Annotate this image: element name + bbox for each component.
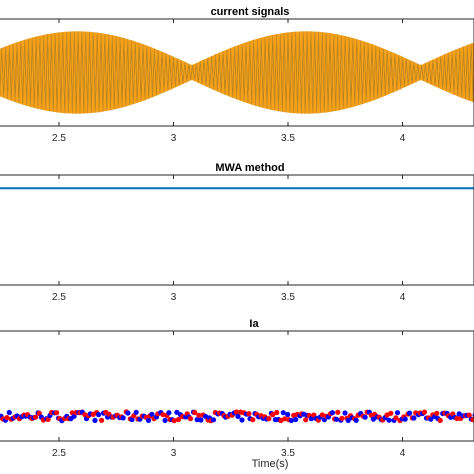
ia-point-red (470, 417, 474, 423)
x-axis-ticks: 2.5 3 3.5 4 (52, 331, 406, 459)
x-axis-label: Time(s) (252, 458, 289, 470)
ia-point-red (454, 415, 460, 422)
ia-point-blue (239, 417, 245, 423)
ia-point-blue (329, 410, 335, 416)
ia-point-blue (198, 417, 204, 423)
ia-point-red (160, 412, 166, 418)
ia-point-red (192, 409, 198, 416)
panel-mwa-method: MWA method 2.5 3 3.5 4 (0, 162, 474, 303)
ia-point-blue (428, 416, 434, 422)
x-tick-label: 4 (400, 448, 406, 459)
ia-point-blue (280, 410, 286, 416)
panel-title: MWA method (215, 162, 284, 174)
ia-point-blue (149, 411, 155, 417)
ia-point-blue (133, 409, 139, 415)
ia-point-red (196, 412, 202, 418)
ia-point-red (434, 410, 440, 416)
ia-point-red (54, 410, 60, 416)
ia-point-blue (120, 415, 126, 421)
ia-point-red (4, 415, 10, 421)
plot-area (0, 31, 474, 114)
ia-point-blue (125, 410, 131, 416)
axes-frame (0, 174, 474, 286)
ia-point-red (388, 410, 394, 416)
ia-point-red (335, 409, 341, 415)
ia-point-blue (345, 417, 351, 423)
ia-point-blue (285, 411, 291, 418)
ia-point-red (437, 417, 443, 423)
ia-point-red (250, 417, 256, 423)
x-tick-label: 2.5 (52, 448, 66, 459)
ia-point-red (187, 416, 194, 422)
ia-point-red (421, 409, 428, 415)
ia-point-red (466, 412, 472, 418)
ia-point-blue (162, 417, 168, 423)
ia-point-blue (386, 417, 392, 423)
panel-current-signals: current signals 2.5 3 3.5 4 (0, 6, 474, 144)
axes-frame (0, 18, 474, 127)
ia-point-blue (370, 416, 376, 422)
ia-point-red (266, 416, 272, 422)
ia-point-blue (235, 413, 241, 419)
ia-point-blue (342, 410, 348, 416)
ia-point-blue (402, 416, 408, 422)
ia-point-blue (411, 415, 417, 421)
ia-point-red (274, 409, 280, 416)
signal-line-highlight (0, 31, 474, 114)
ia-point-blue (407, 410, 413, 416)
ia-point-blue (456, 411, 462, 417)
ia-point-blue (293, 416, 299, 423)
ia-point-blue (6, 409, 12, 416)
ia-point-red (282, 416, 288, 422)
x-tick-label: 3.5 (281, 448, 295, 459)
x-tick-label: 4 (400, 292, 406, 303)
ia-point-blue (92, 417, 98, 423)
ia-point-red (171, 418, 177, 424)
ia-point-blue (145, 417, 152, 423)
x-tick-label: 3.5 (281, 133, 295, 144)
x-axis-ticks: 2.5 3 3.5 4 (52, 175, 406, 303)
panel-ia: Ia 2.5 3 3.5 4 Time(s) (0, 318, 474, 470)
x-tick-label: 2.5 (52, 133, 66, 144)
ia-point-red (175, 416, 181, 423)
ia-point-blue (353, 417, 359, 423)
x-tick-label: 4 (400, 133, 406, 144)
panel-title: Ia (249, 318, 259, 330)
x-tick-label: 3 (171, 133, 177, 144)
axes-frame (0, 330, 474, 442)
x-tick-label: 3.5 (281, 292, 295, 303)
ia-point-red (339, 415, 345, 421)
ia-point-red (319, 412, 325, 418)
ia-point-red (99, 417, 105, 423)
ia-point-blue (210, 417, 217, 423)
x-tick-label: 3 (171, 292, 177, 303)
ia-point-red (393, 415, 399, 421)
ia-point-red (246, 411, 252, 417)
ia-point-blue (394, 410, 401, 416)
ia-point-blue (362, 414, 368, 420)
ia-point-blue (166, 410, 172, 416)
ia-point-blue (288, 417, 294, 424)
panel-title: current signals (211, 6, 290, 18)
ia-point-red (233, 409, 240, 415)
x-tick-label: 3 (171, 448, 177, 459)
ia-point-blue (333, 416, 340, 422)
plot-area (0, 409, 474, 424)
x-axis-ticks: 2.5 3 3.5 4 (52, 19, 406, 144)
ia-point-red (303, 417, 309, 423)
ia-point-red (32, 414, 39, 420)
ia-point-red (270, 412, 276, 418)
ia-point-blue (96, 412, 102, 418)
x-tick-label: 2.5 (52, 292, 66, 303)
ia-point-red (45, 416, 51, 422)
